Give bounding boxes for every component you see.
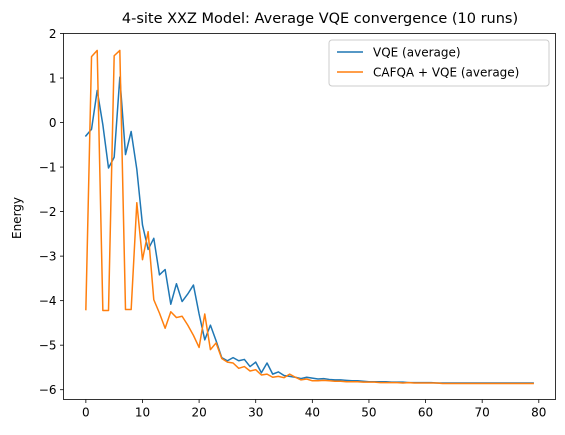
- legend-label-1: VQE (average): [373, 45, 461, 59]
- y-tick-label: −4: [39, 294, 57, 308]
- x-tick-label: 30: [248, 406, 263, 420]
- y-tick-label: 1: [49, 71, 57, 85]
- legend-label-2: CAFQA + VQE (average): [373, 65, 519, 79]
- chart-title: 4-site XXZ Model: Average VQE convergenc…: [122, 11, 518, 27]
- y-tick-label: −3: [39, 249, 57, 263]
- y-tick-label: −6: [39, 383, 57, 397]
- legend: VQE (average) CAFQA + VQE (average): [328, 39, 550, 87]
- x-tick-label: 70: [475, 406, 490, 420]
- plot-lines: [84, 49, 534, 385]
- series-line-2: [85, 49, 534, 385]
- x-axis-ticks: 0 10 20 30 40 50 60 70 80: [82, 399, 546, 420]
- y-axis-label: Energy: [10, 197, 24, 239]
- y-tick-label: 2: [49, 27, 57, 41]
- legend-box: [328, 39, 550, 87]
- x-tick-label: 80: [531, 406, 546, 420]
- y-tick-label: −1: [39, 160, 57, 174]
- x-tick-label: 40: [305, 406, 320, 420]
- x-tick-label: 20: [191, 406, 206, 420]
- y-tick-label: 0: [49, 116, 57, 130]
- x-tick-label: 0: [82, 406, 90, 420]
- plot-frame: [63, 33, 556, 400]
- y-tick-label: −2: [39, 205, 57, 219]
- x-tick-label: 60: [418, 406, 433, 420]
- y-axis-ticks: −6 −5 −4 −3 −2 −1 0 1 2: [39, 27, 64, 397]
- x-tick-label: 10: [135, 406, 150, 420]
- y-tick-label: −5: [39, 338, 57, 352]
- x-tick-label: 50: [361, 406, 376, 420]
